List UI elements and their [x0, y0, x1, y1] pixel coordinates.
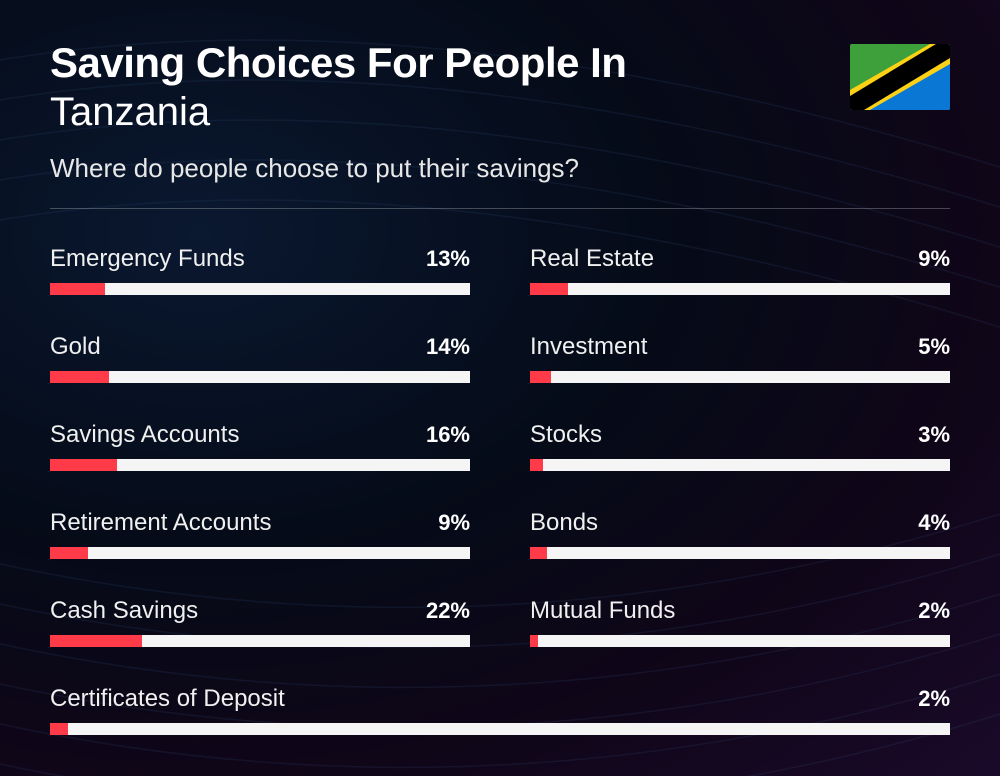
- bar-item: Savings Accounts 16%: [50, 421, 470, 471]
- bar-header: Certificates of Deposit 2%: [50, 685, 950, 713]
- bar-track: [530, 371, 950, 383]
- bar-item: Cash Savings 22%: [50, 597, 470, 647]
- bar-label: Gold: [50, 333, 101, 361]
- bar-fill: [530, 459, 543, 471]
- header: Saving Choices For People In Tanzania Wh…: [50, 40, 950, 184]
- bar-fill: [530, 635, 538, 647]
- bar-label: Real Estate: [530, 245, 654, 273]
- bar-value: 9%: [918, 246, 950, 272]
- bar-fill: [530, 547, 547, 559]
- bar-item: Retirement Accounts 9%: [50, 509, 470, 559]
- bar-value: 5%: [918, 334, 950, 360]
- bar-item: Stocks 3%: [530, 421, 950, 471]
- bar-header: Bonds 4%: [530, 509, 950, 537]
- bar-fill: [530, 283, 568, 295]
- bar-track: [50, 283, 470, 295]
- bar-fill: [50, 371, 109, 383]
- bar-value: 4%: [918, 510, 950, 536]
- bar-header: Retirement Accounts 9%: [50, 509, 470, 537]
- bar-track: [50, 459, 470, 471]
- bar-header: Real Estate 9%: [530, 245, 950, 273]
- bar-item: Gold 14%: [50, 333, 470, 383]
- bar-fill: [50, 547, 88, 559]
- bar-track: [50, 371, 470, 383]
- bar-item: Certificates of Deposit 2%: [50, 685, 950, 735]
- bar-track: [50, 547, 470, 559]
- bar-label: Certificates of Deposit: [50, 685, 285, 713]
- bar-item: Real Estate 9%: [530, 245, 950, 295]
- bar-track: [530, 459, 950, 471]
- bar-header: Investment 5%: [530, 333, 950, 361]
- bar-value: 2%: [918, 686, 950, 712]
- bar-track: [50, 723, 950, 735]
- bar-fill: [530, 371, 551, 383]
- bar-label: Cash Savings: [50, 597, 198, 625]
- bar-label: Emergency Funds: [50, 245, 245, 273]
- bar-track: [530, 283, 950, 295]
- subtitle: Where do people choose to put their savi…: [50, 153, 950, 184]
- divider: [50, 208, 950, 209]
- bar-track: [530, 547, 950, 559]
- bar-grid: Emergency Funds 13% Real Estate 9% Gold 14% In…: [50, 245, 950, 735]
- bar-item: Emergency Funds 13%: [50, 245, 470, 295]
- bar-fill: [50, 283, 105, 295]
- bar-label: Savings Accounts: [50, 421, 239, 449]
- title-country: Tanzania: [50, 90, 950, 135]
- bar-header: Emergency Funds 13%: [50, 245, 470, 273]
- bar-value: 22%: [426, 598, 470, 624]
- bar-track: [50, 635, 470, 647]
- flag-tanzania: [850, 44, 950, 110]
- title-bold: Saving Choices For People In: [50, 40, 950, 86]
- bar-value: 14%: [426, 334, 470, 360]
- bar-value: 3%: [918, 422, 950, 448]
- bar-value: 16%: [426, 422, 470, 448]
- bar-header: Stocks 3%: [530, 421, 950, 449]
- bar-value: 2%: [918, 598, 950, 624]
- bar-label: Bonds: [530, 509, 598, 537]
- bar-label: Retirement Accounts: [50, 509, 271, 537]
- bar-value: 9%: [438, 510, 470, 536]
- bar-fill: [50, 459, 117, 471]
- bar-header: Savings Accounts 16%: [50, 421, 470, 449]
- bar-header: Cash Savings 22%: [50, 597, 470, 625]
- bar-label: Mutual Funds: [530, 597, 675, 625]
- bar-fill: [50, 723, 68, 735]
- bar-header: Gold 14%: [50, 333, 470, 361]
- bar-track: [530, 635, 950, 647]
- bar-label: Investment: [530, 333, 647, 361]
- bar-item: Mutual Funds 2%: [530, 597, 950, 647]
- bar-item: Bonds 4%: [530, 509, 950, 559]
- bar-item: Investment 5%: [530, 333, 950, 383]
- bar-value: 13%: [426, 246, 470, 272]
- bar-header: Mutual Funds 2%: [530, 597, 950, 625]
- bar-fill: [50, 635, 142, 647]
- bar-label: Stocks: [530, 421, 602, 449]
